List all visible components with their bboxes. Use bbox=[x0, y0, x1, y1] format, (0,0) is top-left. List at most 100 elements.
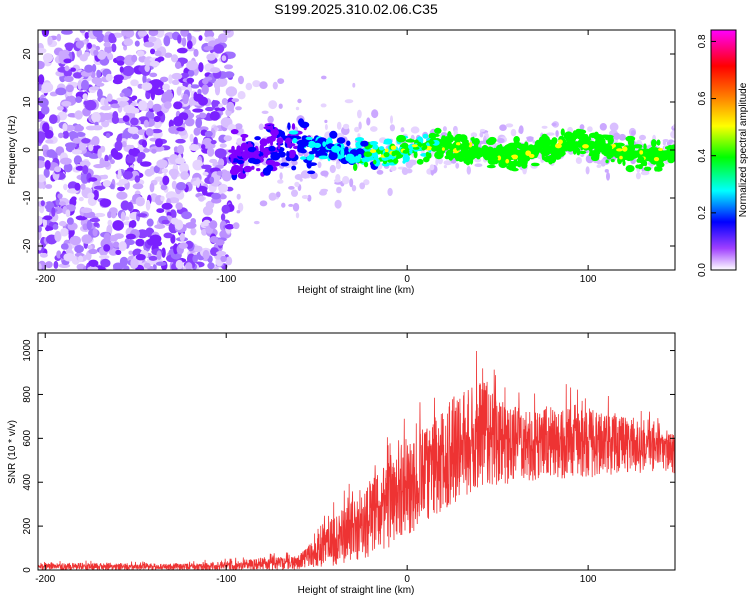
spectrogram-blob bbox=[164, 52, 173, 58]
spectrogram-blob bbox=[292, 202, 300, 212]
spectrogram-blob bbox=[422, 144, 428, 150]
spectrogram-blob bbox=[308, 151, 315, 155]
snr-y-tick-label: 1000 bbox=[22, 339, 33, 362]
spectrogram-blob bbox=[156, 159, 168, 169]
spectrogram-blob bbox=[370, 126, 378, 132]
spectrogram-blob bbox=[80, 183, 86, 190]
spectrogram-blob bbox=[221, 98, 228, 106]
spectrogram-blob bbox=[43, 215, 53, 221]
spectrogram-blob bbox=[344, 99, 354, 104]
spectrogram-blob bbox=[400, 127, 405, 133]
spectrogram-blob bbox=[130, 258, 139, 269]
spectrogram-blob bbox=[658, 148, 663, 151]
snr-x-tick-label: -100 bbox=[216, 574, 236, 585]
spectrogram-blob bbox=[455, 162, 460, 169]
spectrogram-blob bbox=[390, 165, 397, 172]
spectrogram-blob bbox=[307, 194, 312, 202]
spectrogram-blob bbox=[113, 241, 120, 248]
spectrogram-blob bbox=[612, 144, 616, 148]
spectrogram-blob bbox=[38, 74, 45, 85]
spectrogram-blob bbox=[643, 166, 652, 171]
spectrogram-blob bbox=[462, 141, 470, 147]
spectrogram-blob bbox=[352, 82, 356, 88]
spectrogram-blob bbox=[254, 136, 261, 141]
spectrogram-blob bbox=[622, 160, 626, 167]
spectrogram-blob bbox=[458, 151, 464, 160]
spectrogram-blob bbox=[359, 182, 366, 190]
spectrogram-blob bbox=[127, 126, 139, 134]
spectrogram-blob bbox=[401, 167, 409, 176]
spectrogram-blob bbox=[132, 183, 144, 190]
spectrogram-blob bbox=[149, 72, 158, 78]
spectrogram-blob bbox=[263, 125, 273, 130]
spectrogram-blob bbox=[625, 153, 632, 162]
spectrogram-blob bbox=[300, 156, 307, 160]
spectrogram-blob bbox=[87, 266, 99, 270]
spectrogram-blob bbox=[41, 82, 54, 93]
spectrogram-blob bbox=[608, 145, 613, 151]
spectrogram-blob bbox=[232, 222, 240, 230]
spectrogram-blob bbox=[256, 168, 261, 172]
spectrogram-blob bbox=[143, 262, 151, 269]
spectrogram-blob bbox=[670, 130, 675, 139]
spectrogram-blob bbox=[104, 45, 112, 54]
spectrogram-blob bbox=[205, 30, 213, 37]
spectrogram-blob bbox=[204, 130, 213, 138]
spectrogram-blob bbox=[644, 157, 653, 162]
spectrogram-blob bbox=[193, 48, 199, 57]
spectrogram-blob bbox=[639, 150, 644, 155]
spectrogram-blob bbox=[91, 64, 97, 73]
spectrogram-blob bbox=[125, 155, 136, 164]
spectrogram-blob bbox=[522, 147, 527, 153]
spectrogram-blob bbox=[73, 72, 83, 79]
spectrogram-blob bbox=[443, 160, 453, 166]
spectrogram-blob bbox=[131, 54, 138, 63]
spectrogram-blob bbox=[501, 154, 506, 160]
spectrogram-blob bbox=[45, 184, 53, 189]
spectrogram-blob bbox=[251, 165, 255, 170]
spectrogram-blob bbox=[653, 153, 661, 157]
spectrogram-blob bbox=[193, 91, 198, 100]
spectrogram-blob bbox=[107, 219, 113, 227]
spectrogram-blob bbox=[56, 33, 62, 42]
spectrogram-blob bbox=[236, 210, 241, 214]
spectrogram-blob bbox=[245, 82, 253, 91]
spectrogram-blob bbox=[81, 234, 92, 244]
snr-y-tick-label: 800 bbox=[22, 386, 33, 403]
spectrogram-blob bbox=[141, 139, 148, 148]
spectrogram-blob bbox=[57, 193, 63, 199]
spectrogram-blob bbox=[639, 134, 646, 141]
spectrogram-blob bbox=[229, 168, 239, 176]
spectrogram-blob bbox=[228, 149, 237, 154]
spectrogram-blob bbox=[45, 261, 53, 269]
spectrogram-blob bbox=[88, 144, 94, 152]
spectrogram-blob bbox=[79, 30, 86, 34]
spectrogram-blob bbox=[80, 207, 93, 214]
spectrogram-blob bbox=[320, 188, 329, 193]
spectrogram-blob bbox=[669, 145, 673, 150]
spectrogram-blob bbox=[292, 137, 298, 144]
spectrogram-blob bbox=[357, 109, 362, 119]
spectrogram-blob bbox=[622, 146, 628, 152]
spectrogram-blob bbox=[662, 139, 669, 143]
spectrogram-blob bbox=[119, 92, 125, 98]
spectrogram-blob bbox=[324, 124, 328, 130]
spectrogram-blob bbox=[625, 165, 635, 173]
spectrogram-blob bbox=[491, 156, 499, 161]
spectrogram-blob bbox=[146, 218, 154, 227]
spectrogram-blob bbox=[124, 30, 135, 38]
spectrogram-blob bbox=[119, 66, 124, 73]
spectrogram-blob bbox=[505, 123, 514, 128]
spectrogram-blob bbox=[499, 124, 507, 131]
spectrogram-blob bbox=[512, 149, 516, 155]
spectrogram-blob bbox=[102, 180, 112, 188]
spectrogram-blobs bbox=[38, 30, 675, 270]
spectrogram-blob bbox=[143, 119, 149, 128]
spectrogram-blob bbox=[38, 225, 42, 233]
spectrogram-blob bbox=[116, 191, 128, 200]
spectrogram-blob bbox=[209, 236, 219, 243]
spectrogram-blob bbox=[112, 152, 123, 160]
spectrogram-blob bbox=[486, 152, 494, 158]
spectrogram-blob bbox=[209, 111, 220, 121]
spectrogram-blob bbox=[527, 144, 535, 152]
